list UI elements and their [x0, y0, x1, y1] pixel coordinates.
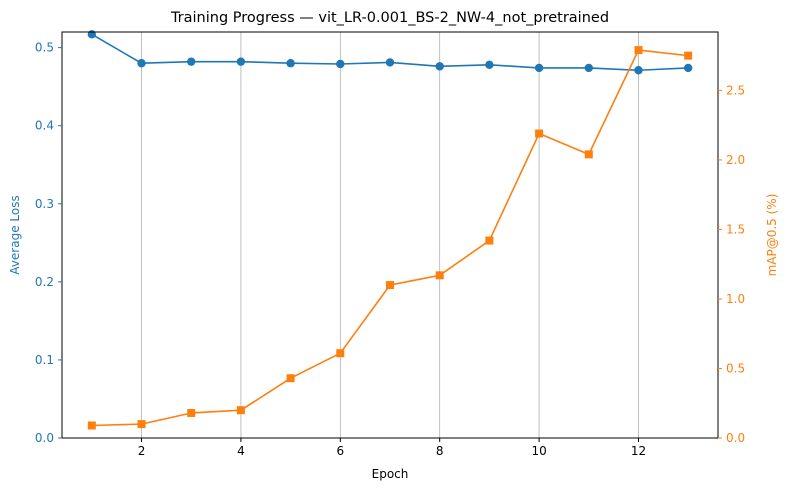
left-y-axis: 0.0 0.1 0.2 0.3 0.4 0.5 [35, 41, 62, 445]
left-y-axis-label: Average Loss [8, 195, 22, 274]
left-y-tick-label: 0.2 [35, 275, 54, 289]
series-0-point [634, 66, 643, 75]
series-0-point [485, 60, 494, 69]
x-axis: 2 4 6 8 10 12 [138, 438, 646, 458]
series-1-point [684, 51, 693, 60]
series-0-point [236, 57, 246, 66]
series-0-point [534, 63, 544, 73]
right-y-axis: 0.0 0.5 1.0 1.5 2.0 2.5 [718, 83, 745, 445]
x-axis-label: Epoch [372, 467, 409, 481]
series-1-point [286, 374, 295, 383]
series-1-point [187, 408, 196, 417]
series-1-point [435, 271, 444, 280]
series-0-point [584, 63, 593, 73]
series-0-point [87, 30, 97, 39]
series-1-point [87, 421, 96, 430]
plot-frame [61, 31, 719, 439]
series-0-point [286, 59, 295, 68]
series-1-point [236, 406, 245, 415]
right-y-tick-label: 1.0 [726, 292, 745, 306]
right-y-tick-label: 2.5 [726, 83, 745, 97]
series-1-point [386, 281, 394, 290]
x-tick-label: 2 [138, 444, 146, 458]
x-tick-label: 12 [631, 444, 646, 458]
right-y-tick-label: 1.5 [726, 222, 745, 236]
series-0-point [137, 59, 146, 68]
right-y-tick-label: 2.0 [726, 153, 745, 167]
left-y-tick-label: 0.1 [35, 353, 54, 367]
series-0-point [187, 57, 196, 66]
grid-lines [141, 32, 639, 438]
series-0-point [683, 63, 693, 73]
x-tick-label: 10 [531, 444, 546, 458]
left-y-tick-label: 0.0 [35, 431, 54, 445]
right-y-tick-label: 0.5 [726, 361, 745, 375]
series-0-point [385, 58, 395, 67]
series-0-point [336, 59, 345, 69]
series-1-point [584, 150, 593, 159]
chart-title: Training Progress — vit_LR-0.001_BS-2_NW… [170, 10, 609, 26]
series-0-point [435, 62, 444, 71]
series-1-point [634, 46, 643, 55]
series-1-point [535, 129, 544, 138]
series-1-point [485, 236, 494, 245]
right-y-tick-label: 0.0 [726, 431, 745, 445]
x-tick-label: 6 [336, 444, 344, 458]
right-y-axis-label: mAP@0.5 (%) [765, 194, 779, 277]
left-y-tick-label: 0.3 [35, 197, 54, 211]
series-1-point [336, 349, 345, 358]
x-tick-label: 8 [436, 444, 444, 458]
x-tick-label: 4 [237, 444, 245, 458]
left-y-tick-label: 0.4 [35, 119, 54, 133]
left-y-tick-label: 0.5 [35, 41, 54, 55]
series-layer [87, 30, 693, 430]
series-1-point [137, 420, 146, 429]
